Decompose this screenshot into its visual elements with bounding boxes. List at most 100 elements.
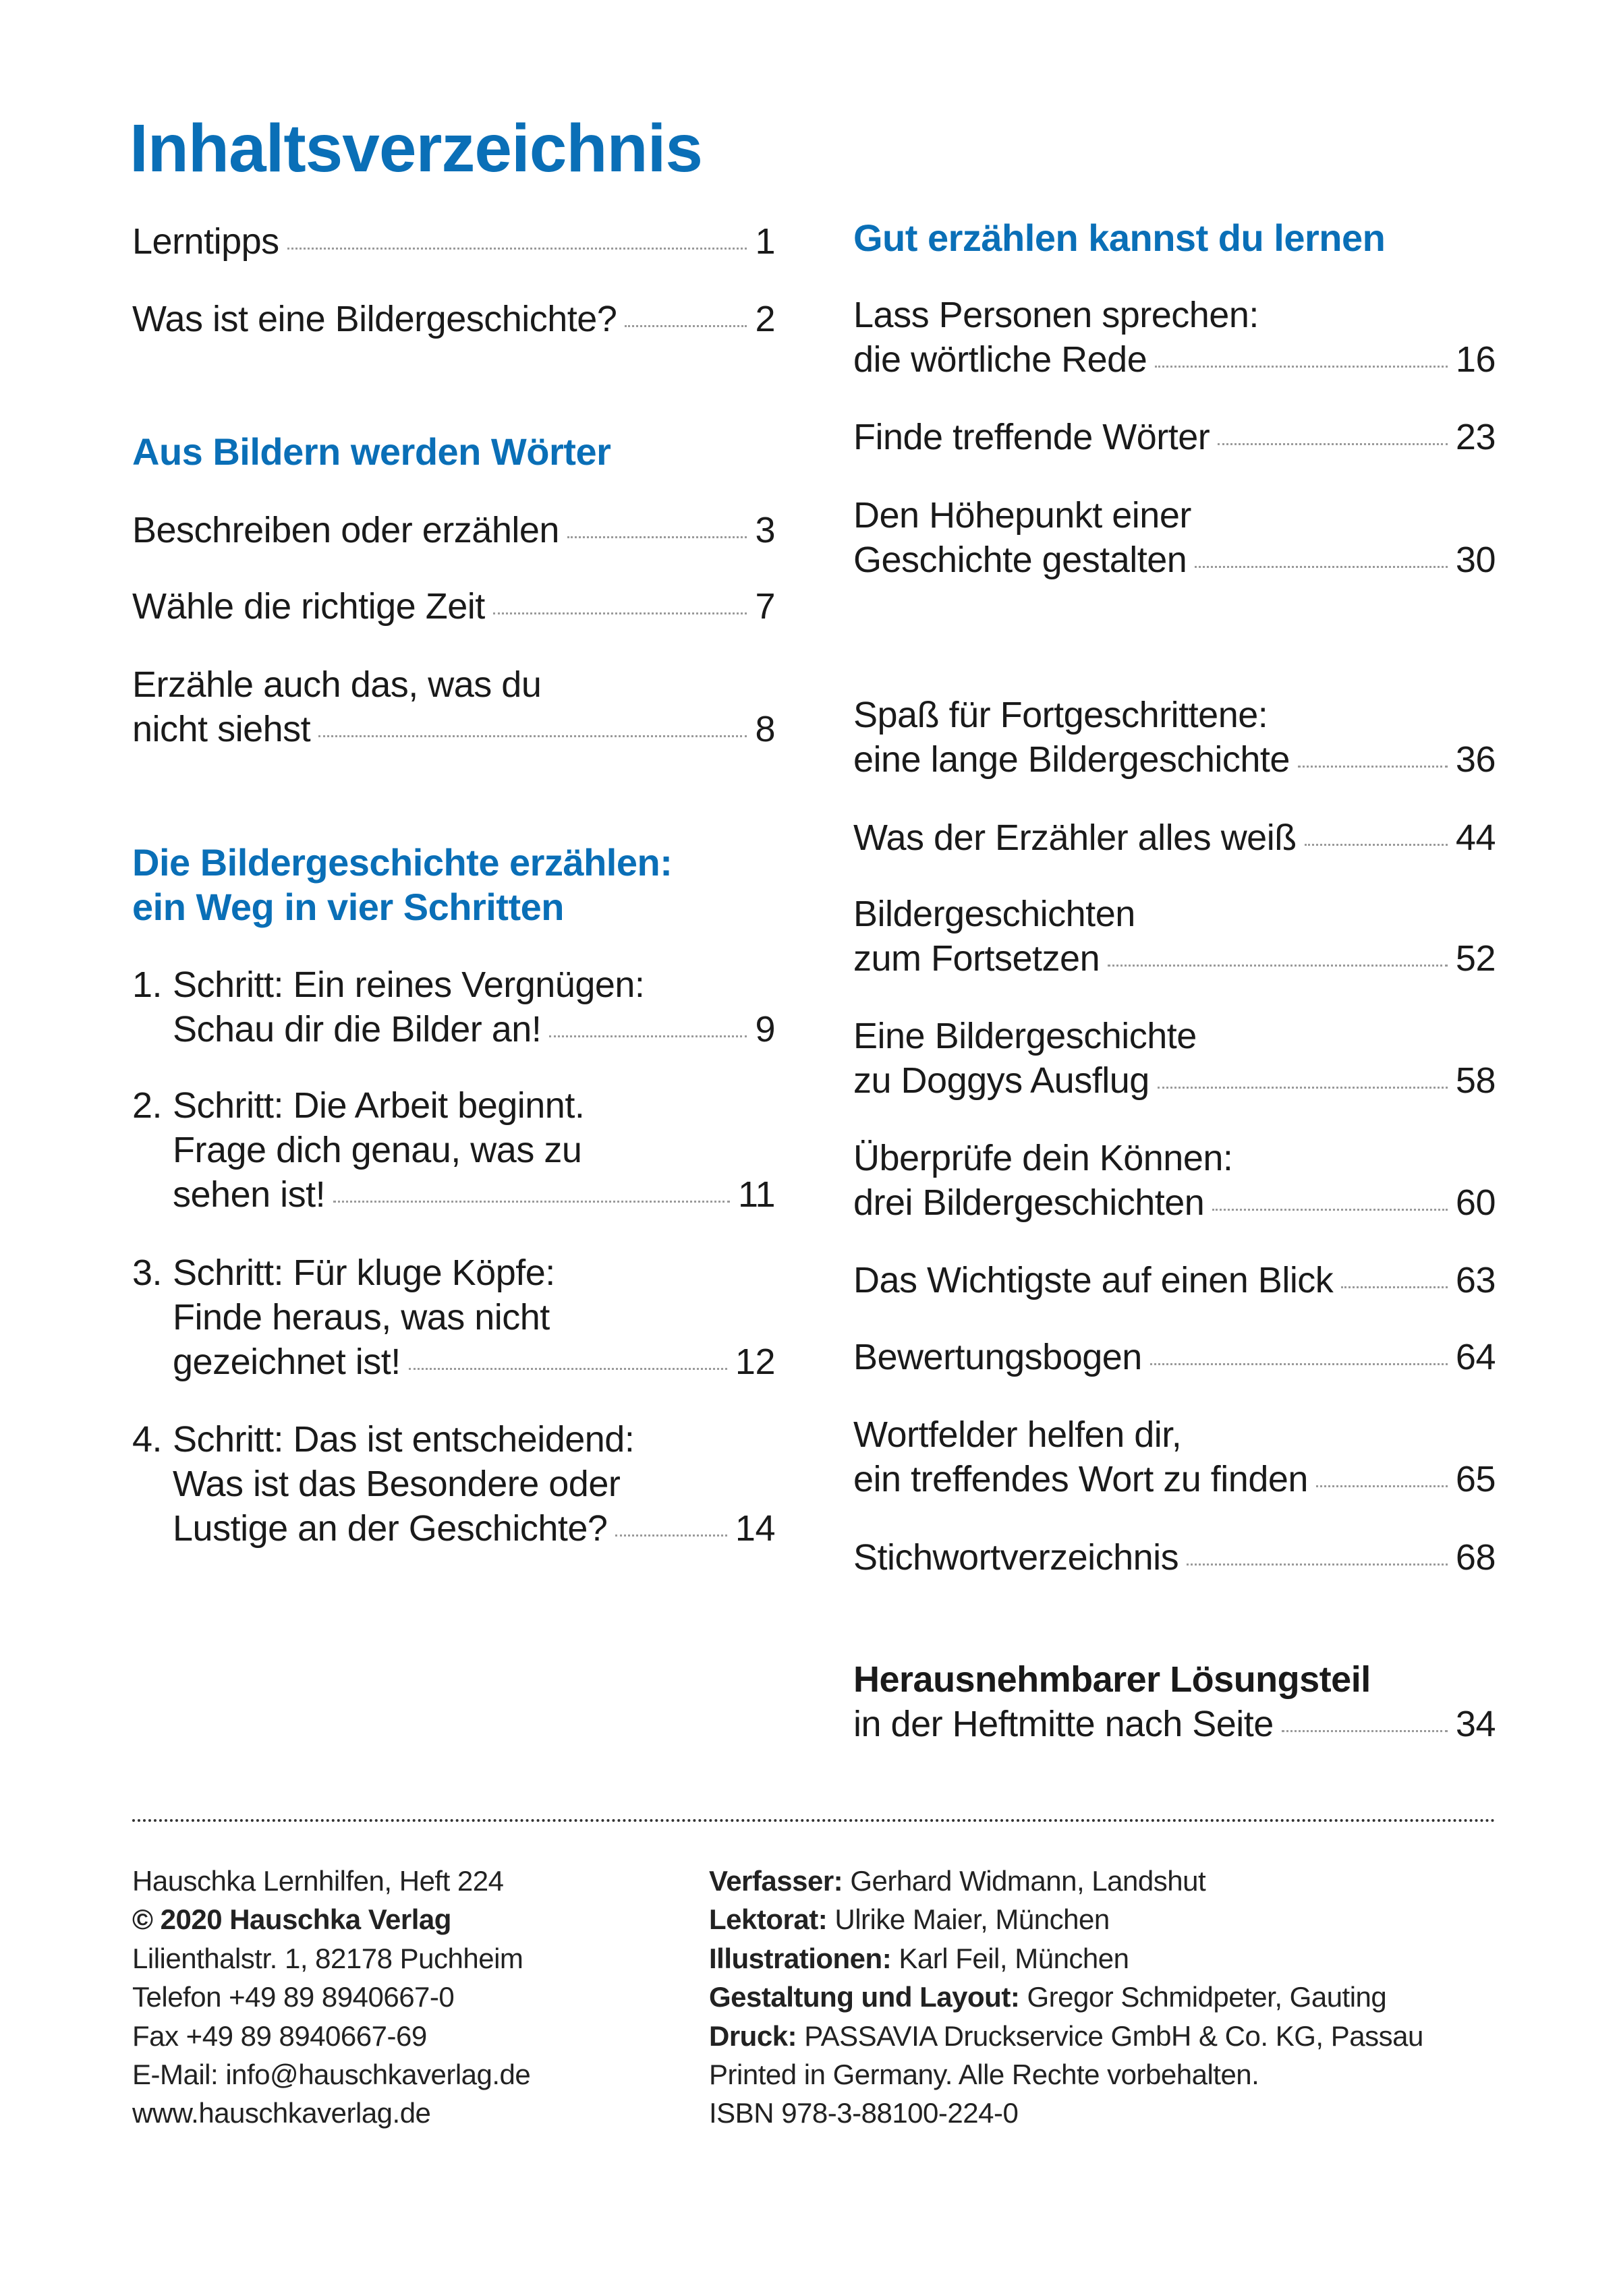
- imprint-line: Printed in Germany. Alle Rechte vorbehal…: [709, 2055, 1423, 2094]
- imprint-line: © 2020 Hauschka Verlag: [132, 1900, 530, 1939]
- entry-line: sehen ist! 11: [173, 1172, 776, 1217]
- entry-number: 3.: [132, 1253, 163, 1293]
- entry-line: Lass Personen sprechen:: [853, 293, 1496, 337]
- imprint-label: © 2020 Hauschka Verlag: [132, 1903, 451, 1936]
- heading-line: Aus Bildern werden Wörter: [132, 430, 611, 473]
- entry-line: Lerntipps 1: [132, 219, 775, 264]
- entry-line: Bewertungsbogen 64: [853, 1335, 1496, 1379]
- imprint-publisher: Hauschka Lernhilfen, Heft 224 © 2020 Haus…: [132, 1862, 531, 2133]
- page-number: 34: [1455, 1704, 1496, 1744]
- entry-text: Stichwortverzeichnis: [853, 1537, 1179, 1578]
- entry-number: 2.: [132, 1085, 163, 1126]
- dot-leader: [1315, 1485, 1448, 1487]
- toc-entry[interactable]: Eine Bildergeschichte zu Doggys Ausflug 58: [853, 1014, 1496, 1103]
- entry-text: Was ist das Besondere oder: [173, 1464, 621, 1504]
- entry-text: Finde treffende Wörter: [853, 417, 1210, 457]
- entry-line: Schritt: Für kluge Köpfe:: [173, 1251, 775, 1295]
- page-number: 58: [1455, 1060, 1496, 1101]
- entry-text: Schritt: Das ist entscheidend:: [173, 1419, 635, 1460]
- entry-text: Wortfelder helfen dir,: [853, 1414, 1182, 1455]
- entry-text: Was ist eine Bildergeschichte?: [132, 299, 617, 339]
- imprint-line: ISBN 978-3-88100-224-0: [709, 2094, 1423, 2132]
- imprint-line: Telefon +49 89 8940667-0: [132, 1978, 530, 2016]
- entry-line: Beschreiben oder erzählen 3: [132, 508, 775, 552]
- entry-text: sehen ist!: [173, 1174, 326, 1215]
- entry-line: Was ist das Besondere oder: [173, 1462, 775, 1506]
- toc-entry[interactable]: Spaß für Fortgeschrittene: eine lange Bil…: [853, 693, 1496, 782]
- imprint-value: Karl Feil, München: [891, 1942, 1129, 1974]
- dot-leader: [1281, 1730, 1448, 1732]
- dot-leader: [318, 735, 747, 737]
- entry-text: Erzähle auch das, was du: [132, 664, 542, 705]
- imprint-line: Lektorat: Ulrike Maier, München: [709, 1900, 1423, 1939]
- entry-text: Das Wichtigste auf einen Blick: [853, 1260, 1334, 1300]
- imprint-value: Printed in Germany. Alle Rechte vorbehal…: [709, 2059, 1259, 2091]
- toc-entry[interactable]: Wortfelder helfen dir, ein treffendes Wor…: [853, 1412, 1496, 1501]
- entry-line: Erzähle auch das, was du: [132, 662, 775, 707]
- entry-line: nicht siehst 8: [132, 707, 775, 751]
- dot-leader: [1149, 1363, 1448, 1365]
- imprint-label: Verfasser:: [709, 1865, 843, 1897]
- entry-text: Schritt: Für kluge Köpfe:: [173, 1253, 555, 1293]
- dot-leader: [1187, 1563, 1448, 1566]
- imprint-line: Druck: PASSAVIA Druckservice GmbH & Co. …: [709, 2017, 1423, 2055]
- toc-entry[interactable]: Lass Personen sprechen: die wörtliche Red…: [853, 293, 1496, 382]
- toc-entry[interactable]: Herausnehmbarer Lösungsteil in der Heftmi…: [853, 1657, 1496, 1746]
- toc-entry[interactable]: Erzähle auch das, was du nicht siehst 8: [132, 662, 775, 751]
- entry-text: Was der Erzähler alles weiß: [853, 817, 1297, 858]
- toc-entry[interactable]: Lerntipps 1: [132, 219, 775, 264]
- entry-line: Geschichte gestalten 30: [853, 538, 1496, 582]
- entry-text: Überprüfe dein Können:: [853, 1138, 1233, 1178]
- imprint-line: Illustrationen: Karl Feil, München: [709, 1939, 1423, 1978]
- toc-entry[interactable]: Wähle die richtige Zeit 7: [132, 584, 775, 629]
- page-number: 14: [735, 1508, 776, 1549]
- imprint-value: E-Mail: info@hauschkaverlag.de: [132, 2059, 531, 2091]
- entry-text: Den Höhepunkt einer: [853, 495, 1191, 536]
- entry-text: Lass Personen sprechen:: [853, 295, 1259, 335]
- entry-text: Bildergeschichten: [853, 894, 1135, 934]
- page-number: 8: [755, 709, 775, 749]
- entry-line: Frage dich genau, was zu: [173, 1128, 775, 1172]
- entry-line: Schau dir die Bilder an! 9: [173, 1007, 775, 1052]
- toc-entry[interactable]: 2. Schritt: Die Arbeit beginnt. Frage dich…: [132, 1083, 776, 1217]
- entry-text: die wörtliche Rede: [853, 339, 1147, 380]
- imprint-line: Verfasser: Gerhard Widmann, Landshut: [709, 1862, 1423, 1900]
- dot-leader: [625, 325, 747, 327]
- toc-entry[interactable]: 4. Schritt: Das ist entscheidend: Was ist …: [132, 1417, 776, 1551]
- imprint-line: E-Mail: info@hauschkaverlag.de: [132, 2055, 531, 2094]
- entry-line: Bildergeschichten: [853, 892, 1496, 936]
- entry-text: Lerntipps: [132, 221, 279, 262]
- toc-entry[interactable]: Das Wichtigste auf einen Blick 63: [853, 1258, 1496, 1302]
- imprint-line: Lilienthalstr. 1, 82178 Puchheim: [132, 1939, 530, 1978]
- entry-line: Lustige an der Geschichte? 14: [173, 1506, 776, 1551]
- toc-entry[interactable]: Überprüfe dein Können: drei Bildergeschic…: [853, 1136, 1496, 1225]
- entry-text: Schritt: Ein reines Vergnügen:: [173, 965, 645, 1005]
- imprint-value: PASSAVIA Druckservice GmbH & Co. KG, Pas…: [797, 2019, 1423, 2052]
- imprint-value: Hauschka Lernhilfen, Heft 224: [132, 1865, 504, 1897]
- heading-line: ein Weg in vier Schritten: [132, 886, 564, 928]
- toc-entry[interactable]: 3. Schritt: Für kluge Köpfe: Finde heraus,…: [132, 1251, 776, 1384]
- toc-entry[interactable]: Den Höhepunkt einer Geschichte gestalten 3…: [853, 493, 1496, 582]
- imprint-value: Lilienthalstr. 1, 82178 Puchheim: [132, 1942, 523, 1974]
- entry-line: Schritt: Das ist entscheidend:: [173, 1417, 775, 1462]
- toc-entry[interactable]: Beschreiben oder erzählen 3: [132, 508, 775, 552]
- imprint-value: Fax +49 89 8940667-69: [132, 2019, 427, 2052]
- toc-entry[interactable]: Was der Erzähler alles weiß 44: [853, 815, 1496, 860]
- toc-entry[interactable]: Bildergeschichten zum Fortsetzen 52: [853, 892, 1496, 981]
- entry-line: Finde treffende Wörter 23: [853, 415, 1496, 459]
- toc-entry[interactable]: Stichwortverzeichnis 68: [853, 1535, 1496, 1580]
- toc-entry[interactable]: 1. Schritt: Ein reines Vergnügen: Schau di…: [132, 963, 775, 1052]
- page-number: 9: [755, 1009, 775, 1050]
- imprint-credits: Verfasser: Gerhard Widmann, Landshut Lekt…: [709, 1862, 1423, 2133]
- toc-entry[interactable]: Was ist eine Bildergeschichte? 2: [132, 297, 775, 341]
- entry-text: Eine Bildergeschichte: [853, 1016, 1197, 1056]
- entry-text: ein treffendes Wort zu finden: [853, 1459, 1308, 1499]
- imprint-value: Telefon +49 89 8940667-0: [132, 1981, 455, 2013]
- toc-entry[interactable]: Bewertungsbogen 64: [853, 1335, 1496, 1379]
- entry-text: Geschichte gestalten: [853, 540, 1187, 580]
- dot-leader: [1341, 1286, 1448, 1288]
- entry-text: zum Fortsetzen: [853, 938, 1100, 979]
- entry-text: Schritt: Die Arbeit beginnt.: [173, 1085, 585, 1126]
- imprint-line: Hauschka Lernhilfen, Heft 224: [132, 1862, 530, 1900]
- toc-entry[interactable]: Finde treffende Wörter 23: [853, 415, 1496, 459]
